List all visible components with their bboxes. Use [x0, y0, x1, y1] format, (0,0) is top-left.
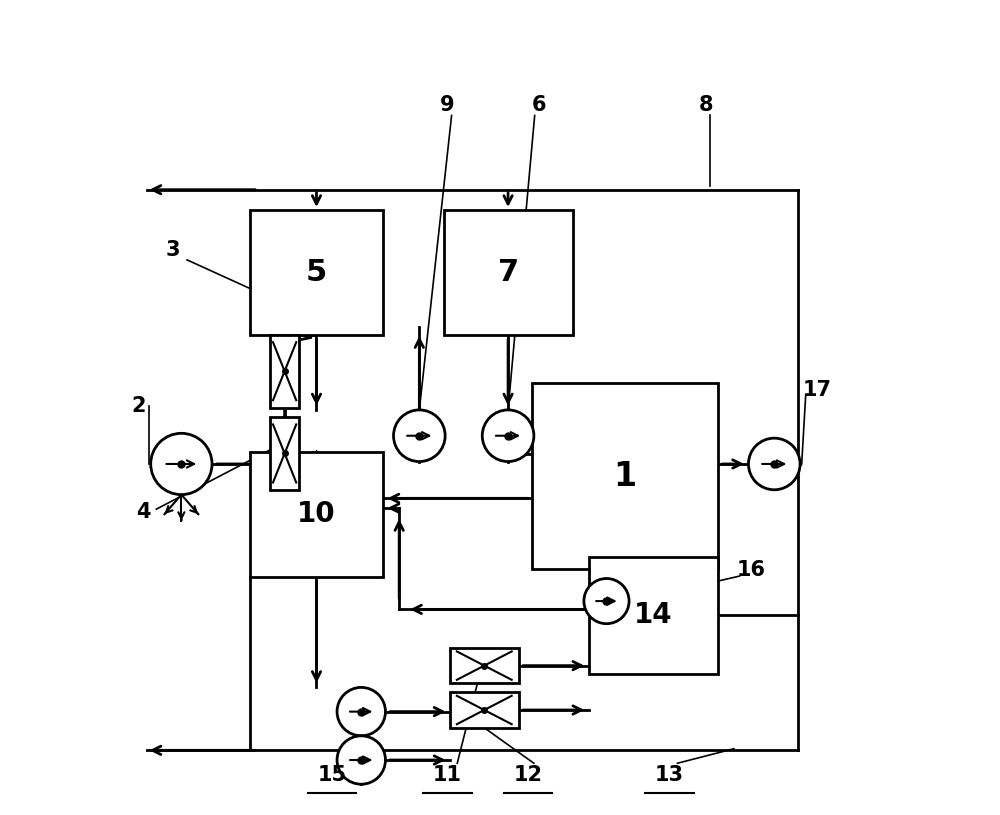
Text: 9: 9	[440, 95, 455, 115]
Bar	[250, 452, 383, 577]
Text: 10: 10	[297, 500, 336, 528]
Text: 8: 8	[698, 95, 713, 115]
Text: 7: 7	[498, 258, 519, 287]
Bar	[589, 557, 718, 674]
Text: 13: 13	[655, 765, 684, 786]
Bar	[450, 692, 519, 728]
Text: 4: 4	[136, 502, 151, 522]
Bar	[444, 210, 573, 335]
Circle shape	[337, 736, 385, 784]
Bar	[250, 210, 383, 335]
Circle shape	[337, 687, 385, 736]
Text: 2: 2	[131, 396, 146, 416]
Bar	[450, 648, 519, 684]
Text: 1: 1	[613, 460, 637, 492]
Text: 6: 6	[531, 95, 546, 115]
Text: 5: 5	[306, 258, 327, 287]
Text: 11: 11	[433, 765, 462, 786]
Text: 12: 12	[514, 765, 543, 786]
Circle shape	[482, 410, 534, 461]
Text: 15: 15	[318, 765, 347, 786]
Text: 3: 3	[166, 240, 181, 260]
Bar	[532, 383, 718, 569]
Circle shape	[151, 434, 212, 495]
Circle shape	[584, 579, 629, 623]
Bar	[270, 335, 299, 408]
Text: 17: 17	[803, 380, 832, 399]
Circle shape	[748, 438, 800, 490]
Text: 16: 16	[737, 561, 766, 580]
Text: 14: 14	[634, 601, 673, 629]
Bar	[270, 417, 299, 490]
Circle shape	[394, 410, 445, 461]
